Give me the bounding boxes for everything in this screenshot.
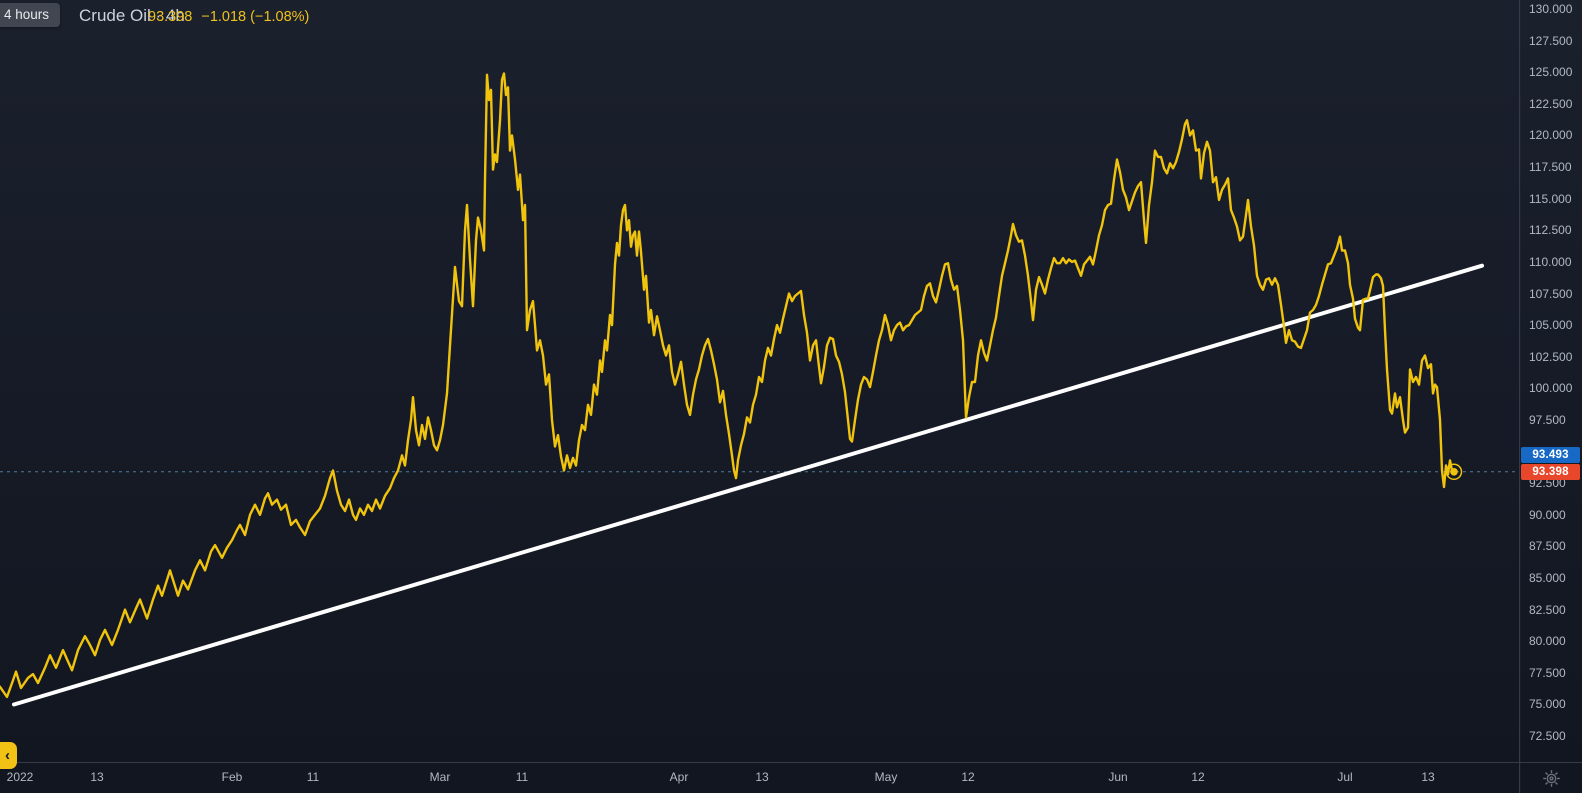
price-tick-label: 107.500 [1529,287,1573,301]
price-tick-label: 82.500 [1529,603,1566,617]
last-value-marker-ring [1445,463,1463,481]
time-tick-label: 2022 [6,770,34,784]
time-axis-separator [0,762,1582,763]
price-tick-label: 75.000 [1529,697,1566,711]
price-tick-label: 125.000 [1529,65,1573,79]
time-tick-label: Jun [1108,770,1128,784]
time-tick-label: 12 [1191,770,1205,784]
price-tick-label: 130.000 [1529,2,1573,16]
price-tick-label: 90.000 [1529,508,1566,522]
chevron-left-icon: ‹ [5,747,10,764]
legend-last-price: 93.398 [148,9,193,25]
price-tick-label: 85.000 [1529,571,1566,585]
legend-change: −1.018 (−1.08%) [201,9,310,25]
symbol-title[interactable]: Crude Oil · 4h [79,6,185,25]
price-tick-label: 87.500 [1529,539,1566,553]
price-tick-label: 115.000 [1529,192,1572,206]
price-tick-label: 72.500 [1529,729,1566,743]
collapsed-panel-tab[interactable]: ‹ [0,742,17,769]
price-tick-label: 122.500 [1529,97,1573,111]
trendline-drawing[interactable] [12,263,1484,707]
price-tick-label: 105.000 [1529,318,1573,332]
time-tick-label: 11 [515,770,529,784]
price-scale-settings-gear-icon[interactable] [1542,769,1561,788]
time-tick-label: 11 [306,770,320,784]
price-tick-label: 77.500 [1529,666,1566,680]
time-tick-label: Mar [429,770,451,784]
time-tick-label: Feb [221,770,243,784]
price-tick-label: 112.500 [1529,223,1572,237]
time-tick-label: 12 [961,770,975,784]
price-tick-label: 102.500 [1529,350,1573,364]
price-tick-label: 100.000 [1529,381,1573,395]
chart-legend: Crude Oil · 4h 4 hours 93.398 −1.018 (−1.… [0,0,600,36]
blue-price-label: 93.493 [1521,447,1580,463]
time-tick-label: Apr [669,770,689,784]
last-value-marker-dot [1450,468,1458,476]
last-price-label: 93.398 [1521,464,1580,480]
time-tick-label: Jul [1337,770,1353,784]
time-axis[interactable]: 2022 13 Feb 11 Mar 11 Apr 13 May 12 Jun 12 Jul 13 [0,763,1519,793]
price-axis[interactable]: 72.500 75.000 77.500 80.000 82.500 85.000 87.5… [1520,0,1582,762]
plot-area[interactable] [0,0,1519,762]
price-tick-label: 80.000 [1529,634,1566,648]
timeframe-tooltip: 4 hours [0,3,61,27]
price-line-series [0,72,1456,699]
price-tick-label: 120.000 [1529,128,1573,142]
time-tick-label: 13 [755,770,769,784]
time-tick-label: May [874,770,898,784]
price-tick-label: 117.500 [1529,160,1572,174]
price-tick-label: 97.500 [1529,413,1566,427]
time-tick-label: 13 [1421,770,1435,784]
time-tick-label: 13 [90,770,104,784]
legend-price-change: 93.398 −1.018 (−1.08%) [148,9,309,25]
price-tick-label: 110.000 [1529,255,1572,269]
axis-settings-corner [1520,763,1582,793]
price-axis-separator [1519,0,1521,793]
price-tick-label: 127.500 [1529,34,1573,48]
